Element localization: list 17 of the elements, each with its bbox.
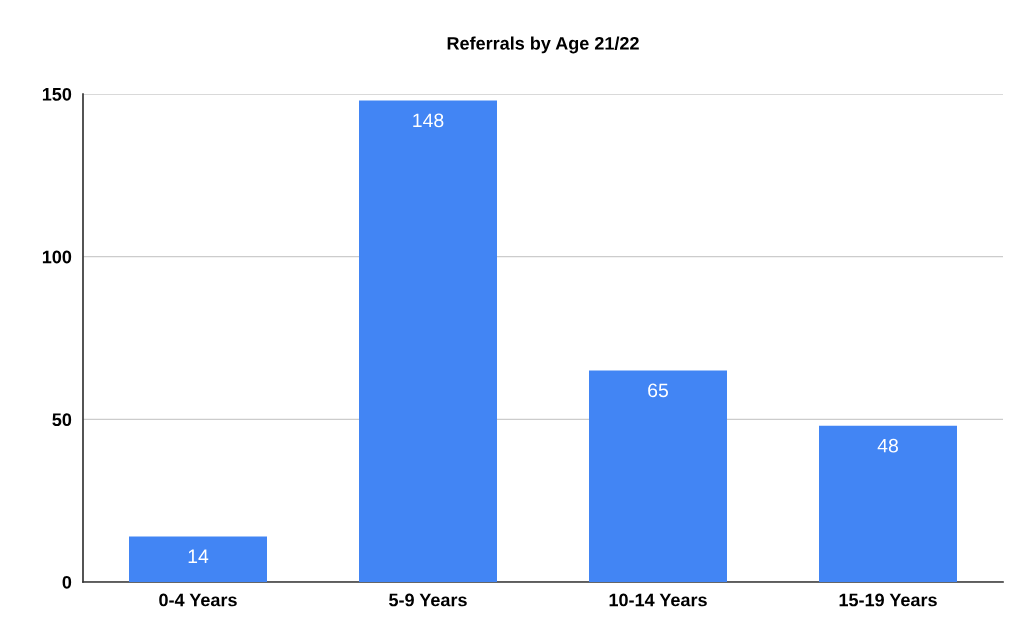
data-label: 14 — [188, 549, 209, 563]
bar — [819, 425, 957, 582]
y-tick-label: 0 — [62, 575, 72, 589]
y-tick-label: 150 — [42, 87, 72, 101]
data-label: 65 — [648, 383, 668, 398]
data-label: 48 — [877, 438, 898, 453]
chart-title: Referrals by Age 21/22 — [447, 36, 639, 54]
x-tick-label: 0-4 Years — [159, 593, 237, 607]
x-tick-label: 5-9 Years — [389, 593, 467, 607]
bar — [589, 370, 727, 582]
x-tick-label: 10-14 Years — [609, 593, 707, 607]
bar — [129, 536, 267, 582]
data-label: 148 — [413, 113, 444, 128]
bar — [359, 100, 497, 582]
x-tick-label: 15-19 Years — [839, 593, 937, 607]
y-tick-label: 50 — [52, 413, 72, 427]
y-tick-label: 100 — [42, 250, 72, 264]
